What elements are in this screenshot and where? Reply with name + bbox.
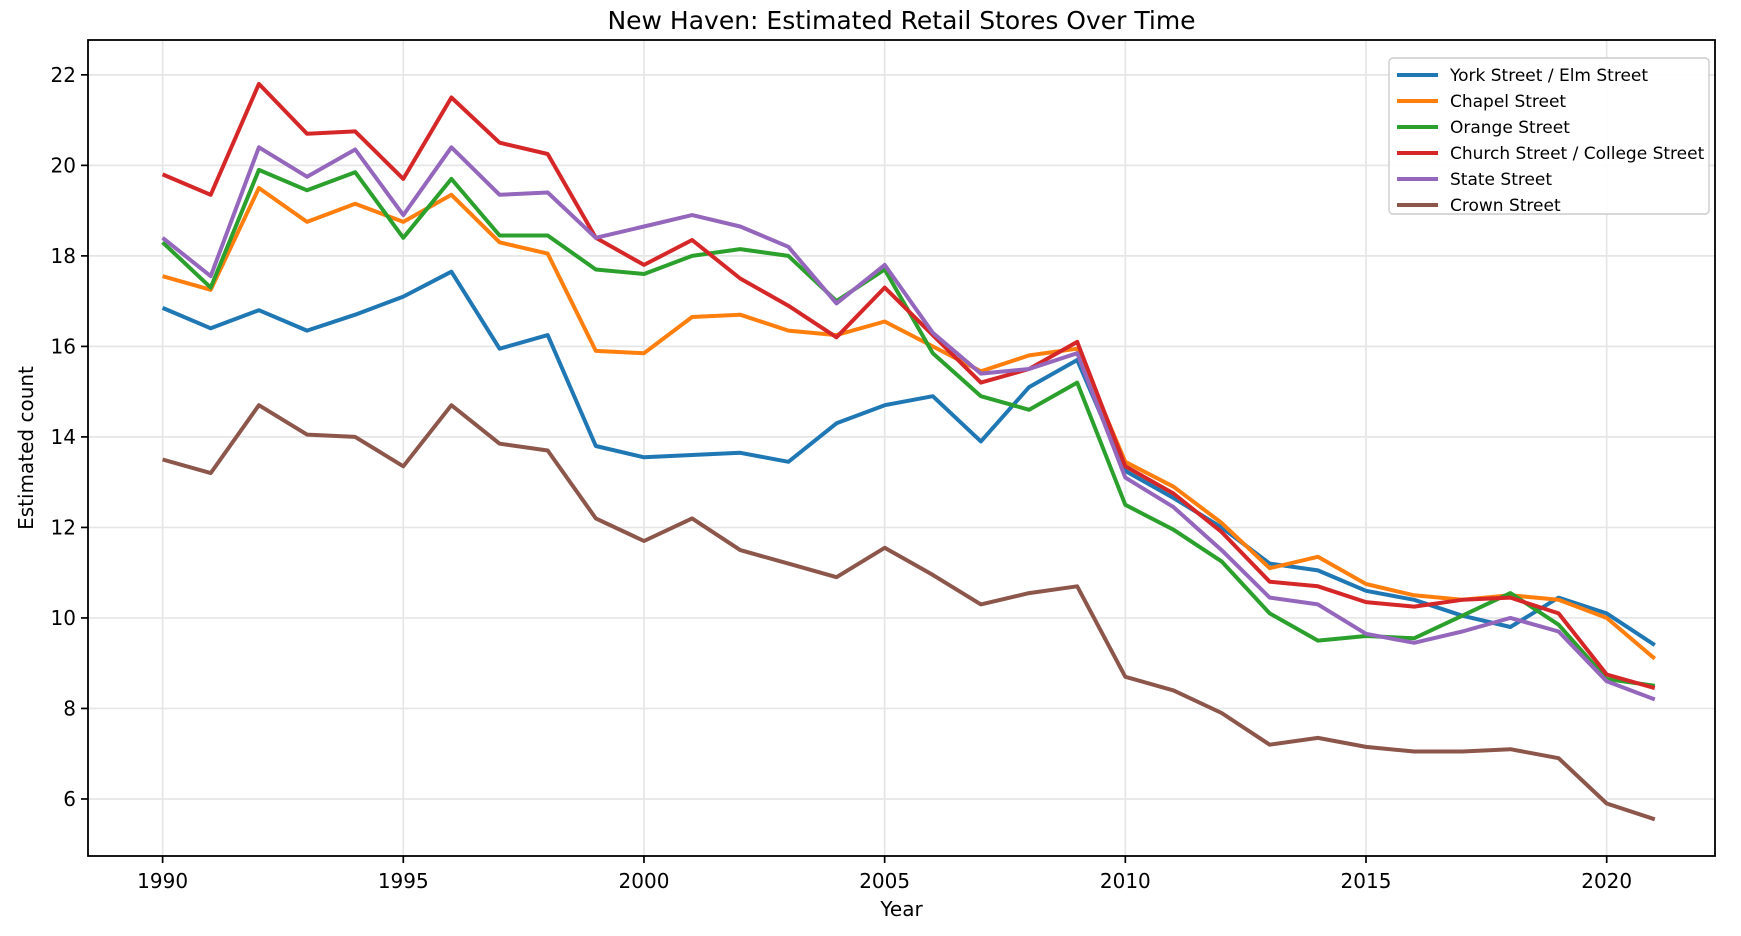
y-axis-label: Estimated count — [14, 366, 38, 530]
chart-title: New Haven: Estimated Retail Stores Over … — [607, 6, 1196, 35]
legend-item-church-street-college-street: Church Street / College Street — [1397, 144, 1705, 164]
series-line-chapel-street — [162, 186, 1657, 661]
legend-item-state-street: State Street — [1397, 170, 1552, 190]
x-tick-label: 2015 — [1341, 869, 1392, 893]
axis-ticks: 1990 1995 2000 2005 2010 2015 2020 6 8 10 12 14 16 18… — [51, 63, 1633, 893]
legend-item-chapel-street: Chapel Street — [1397, 92, 1566, 112]
x-axis-label: Year — [880, 897, 923, 921]
y-tick-label: 20 — [51, 153, 76, 177]
legend-label-church-street-college-street: Church Street / College Street — [1450, 144, 1705, 164]
legend-label-york-street-elm-street: York Street / Elm Street — [1449, 66, 1648, 86]
y-tick-label: 14 — [51, 425, 76, 449]
y-tick-label: 16 — [51, 334, 76, 358]
plot-border — [87, 39, 1716, 857]
gridlines — [88, 40, 1715, 856]
y-tick-label: 10 — [51, 606, 76, 630]
x-tick-label: 2010 — [1100, 869, 1151, 893]
legend-item-orange-street: Orange Street — [1397, 118, 1570, 138]
series-line-crown-street — [162, 403, 1656, 822]
y-tick-label: 8 — [63, 696, 76, 720]
x-tick-label: 1995 — [378, 869, 429, 893]
series-line-york-street-elm-street — [161, 269, 1656, 647]
legend-label-chapel-street: Chapel Street — [1450, 92, 1566, 112]
series-line-church-street-college-street — [161, 81, 1656, 691]
y-tick-label: 6 — [63, 787, 76, 811]
y-tick-label: 18 — [51, 244, 76, 268]
legend-item-crown-street: Crown Street — [1397, 196, 1561, 216]
series-line-orange-street — [161, 167, 1656, 688]
x-tick-label: 2020 — [1581, 869, 1632, 893]
y-tick-label: 12 — [51, 515, 76, 539]
legend: York Street / Elm Street Chapel Street Ora… — [1388, 57, 1710, 216]
series-line-state-street — [161, 145, 1656, 702]
legend-item-york-street-elm-street: York Street / Elm Street — [1397, 66, 1648, 86]
legend-label-state-street: State Street — [1450, 170, 1552, 190]
series-lines — [161, 81, 1657, 822]
x-tick-label: 1990 — [137, 869, 188, 893]
x-tick-label: 2005 — [859, 869, 910, 893]
y-tick-label: 22 — [51, 63, 76, 87]
legend-label-orange-street: Orange Street — [1450, 118, 1570, 138]
x-tick-label: 2000 — [619, 869, 670, 893]
legend-label-crown-street: Crown Street — [1450, 196, 1561, 216]
legend-box — [1388, 57, 1710, 215]
